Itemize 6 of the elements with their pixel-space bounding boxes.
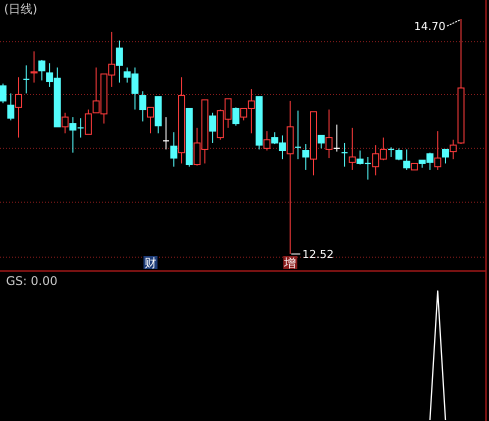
- annotation: 14.70: [414, 20, 446, 33]
- text: 增: [283, 256, 296, 270]
- annotation: 12.52: [302, 248, 334, 261]
- text: 财: [144, 256, 156, 270]
- chart-title: GS: 0.00: [6, 274, 58, 288]
- chart-title: (日线): [4, 2, 38, 16]
